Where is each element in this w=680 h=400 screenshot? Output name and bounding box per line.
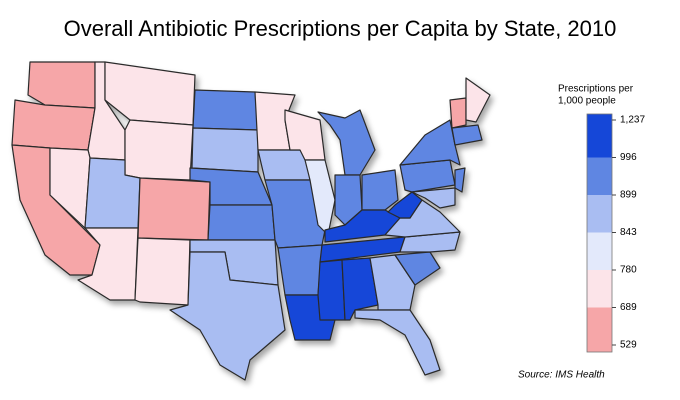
legend-label: 996 xyxy=(620,152,637,163)
state xyxy=(277,244,323,296)
state xyxy=(399,119,461,166)
state xyxy=(394,251,441,286)
state xyxy=(124,119,194,181)
state xyxy=(169,251,286,381)
legend-label: 529 xyxy=(620,340,637,351)
state xyxy=(207,204,276,241)
title: Overall Antibiotic Prescriptions per Cap… xyxy=(64,16,617,41)
legend-label: 899 xyxy=(620,190,637,201)
legend-label: 780 xyxy=(620,265,637,276)
state xyxy=(134,237,191,306)
legend-swatch xyxy=(587,195,612,233)
state xyxy=(284,109,326,161)
state xyxy=(137,177,211,241)
state xyxy=(27,61,96,109)
legend: Prescriptions per 1,000 people 529 689 780… xyxy=(558,84,645,353)
legend-label: 843 xyxy=(620,227,637,238)
state xyxy=(465,77,491,123)
legend-swatch xyxy=(587,307,612,352)
legend-label: 1,237 xyxy=(620,115,645,126)
legend-swatch xyxy=(587,114,612,158)
legend-title: 1,000 people xyxy=(558,96,616,107)
state xyxy=(317,259,346,321)
state xyxy=(399,231,461,253)
legend-label: 689 xyxy=(620,302,637,313)
source: Source: IMS Health xyxy=(518,370,605,381)
legend-swatch xyxy=(587,232,612,270)
legend-title: Prescriptions per xyxy=(558,84,634,95)
state xyxy=(454,167,466,193)
legend-swatch xyxy=(587,270,612,308)
legend-swatch xyxy=(587,157,612,195)
state xyxy=(361,169,399,211)
state xyxy=(451,124,483,146)
state xyxy=(104,61,196,126)
state xyxy=(354,309,441,376)
state xyxy=(11,99,96,151)
us-map xyxy=(11,61,491,381)
state xyxy=(449,97,467,129)
state xyxy=(191,127,259,173)
state xyxy=(192,89,259,131)
state xyxy=(399,159,456,193)
state xyxy=(411,187,456,209)
